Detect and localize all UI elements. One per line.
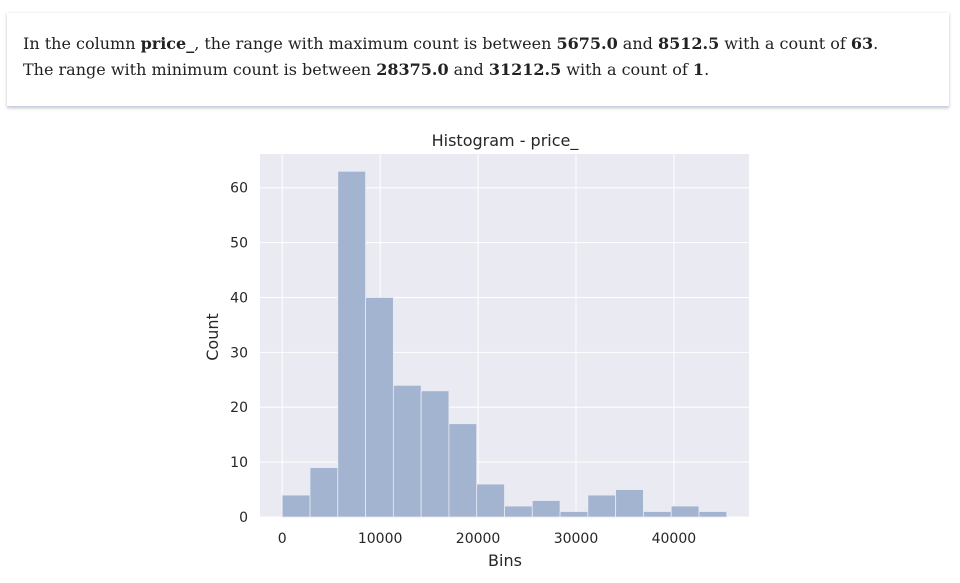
summary-text: and (617, 34, 658, 53)
max-range-high: 8512.5 (657, 34, 720, 53)
summary-text: , the range with maximum count is betwee… (194, 34, 557, 53)
histogram-bar (698, 511, 728, 518)
summary-text: with a count of (561, 60, 693, 79)
histogram-bar (420, 390, 450, 518)
histogram-bar (531, 500, 561, 518)
y-ticks: 0 10 20 30 40 50 60 (230, 181, 248, 526)
y-tick-label: 20 (230, 400, 248, 416)
histogram-bar (559, 511, 589, 518)
histogram-chart: Histogram - price_ 0 10000 20000 30000 40000… (0, 120, 960, 578)
histogram-bar (448, 423, 478, 518)
histogram-bar (504, 505, 533, 518)
x-tick-label: 20000 (456, 531, 501, 547)
y-axis-label: Count (203, 313, 222, 361)
summary-text: . (704, 60, 710, 79)
y-tick-label: 0 (239, 510, 248, 526)
min-range-high: 31212.5 (488, 60, 562, 79)
max-range-low: 5675.0 (556, 34, 618, 53)
x-tick-label: 10000 (358, 531, 403, 547)
histogram-bar (476, 483, 505, 518)
column-name: price_ (140, 34, 195, 53)
y-tick-label: 10 (230, 455, 248, 471)
min-range-low: 28375.0 (376, 60, 449, 79)
histogram-bar (643, 511, 672, 518)
y-tick-label: 30 (230, 345, 248, 361)
summary-text: The range with minimum count is between (23, 60, 377, 79)
y-tick-label: 40 (230, 290, 248, 306)
x-axis-label: Bins (488, 551, 522, 570)
chart-title: Histogram - price_ (432, 131, 580, 151)
histogram-bar (337, 170, 366, 518)
max-count: 63 (850, 34, 874, 53)
histogram-bar (670, 505, 700, 518)
histogram-bar (365, 297, 394, 518)
histogram-bar (615, 489, 644, 518)
histogram-svg: Histogram - price_ 0 10000 20000 30000 40000… (203, 131, 749, 570)
summary-text: . (873, 34, 879, 53)
x-tick-label: 0 (278, 531, 287, 547)
histogram-bar (281, 494, 311, 518)
x-tick-label: 40000 (652, 531, 697, 547)
histogram-bar (587, 494, 617, 518)
summary-text: and (448, 60, 489, 79)
histogram-bar (309, 467, 339, 518)
x-tick-label: 30000 (554, 531, 599, 547)
histogram-bar (392, 384, 422, 518)
x-ticks: 0 10000 20000 30000 40000 (278, 531, 696, 547)
summary-line-min: The range with minimum count is between … (23, 57, 949, 83)
summary-text: In the column (23, 34, 141, 53)
summary-line-max: In the column price_, the range with max… (23, 31, 949, 57)
summary-text: with a count of (719, 34, 851, 53)
y-tick-label: 50 (230, 236, 248, 252)
min-count: 1 (692, 60, 705, 79)
bars-group (281, 170, 728, 518)
summary-panel: In the column price_, the range with max… (7, 13, 949, 107)
y-tick-label: 60 (230, 181, 248, 197)
